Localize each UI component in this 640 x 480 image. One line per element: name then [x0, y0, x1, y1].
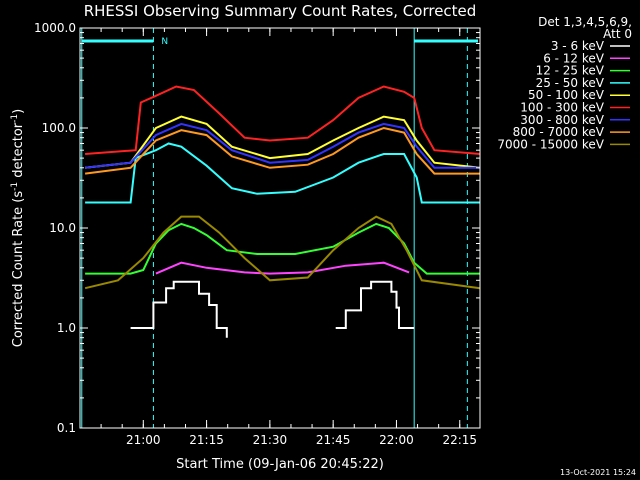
- y-axis-label-main: Corrected Count Rate (s: [11, 191, 26, 348]
- y-tick-label-2: 10.0: [49, 221, 76, 235]
- plot-frame: [79, 27, 481, 429]
- y-tick-label-3: 100.0: [42, 121, 76, 135]
- legend-label-3: 25 - 50 keV: [536, 76, 605, 90]
- legend-label-2: 12 - 25 keV: [536, 64, 605, 78]
- x-tick-label-4: 22:00: [379, 433, 414, 447]
- legend-label-5: 100 - 300 keV: [520, 101, 604, 115]
- x-axis: 21:00 21:15 21:30 21:45 22:00 22:15: [79, 28, 477, 447]
- series-line-3: [85, 222, 480, 275]
- y-axis-label-sup-1: -1: [10, 182, 20, 191]
- y-axis-label-mid: detector: [11, 122, 26, 182]
- series-line-6: [85, 85, 481, 155]
- legend-label-4: 50 - 100 keV: [528, 88, 605, 102]
- chart-title: RHESSI Observing Summary Count Rates, Co…: [84, 2, 477, 20]
- y-axis-label-end: ): [11, 109, 26, 114]
- series-line-9: [84, 215, 481, 290]
- legend-label-7: 800 - 7000 keV: [513, 125, 605, 139]
- y-tick-label-0: 0.1: [57, 421, 76, 435]
- x-tick-label-5: 22:15: [442, 433, 477, 447]
- reference-lines: [81, 28, 478, 428]
- legend-label-0: 3 - 6 keV: [551, 39, 605, 53]
- x-tick-label-3: 21:45: [316, 433, 351, 447]
- y-tick-label-4: 1000.0: [34, 21, 76, 35]
- series-line-4: [85, 142, 480, 204]
- series-line-5: [84, 115, 481, 169]
- series-group: [84, 85, 481, 338]
- x-tick-label-1: 21:15: [189, 433, 224, 447]
- x-tick-label-2: 21:30: [253, 433, 288, 447]
- legend-label-6: 300 - 800 keV: [520, 113, 604, 127]
- footer-timestamp: 13-Oct-2021 15:24: [560, 468, 636, 477]
- series-line-1: [335, 280, 415, 329]
- legend-header-line-1: Det 1,3,4,5,6,9,: [538, 15, 632, 29]
- x-tick-label-0: 21:00: [126, 433, 161, 447]
- y-axis-label: Corrected Count Rate (s-1 detector-1): [10, 109, 26, 347]
- series-line-2: [155, 261, 410, 275]
- y-tick-label-1: 1.0: [57, 321, 76, 335]
- series-line-7: [84, 122, 480, 169]
- legend-label-8: 7000 - 15000 keV: [497, 137, 604, 151]
- series-line-0: [130, 280, 228, 338]
- flag-label: N: [161, 37, 168, 47]
- x-axis-label: Start Time (09-Jan-06 20:45:22): [176, 457, 384, 472]
- series-line-8: [84, 126, 480, 175]
- legend-label-1: 6 - 12 keV: [543, 51, 605, 65]
- y-axis: 0.1 1.0 10.0 100.0 1000.0: [34, 21, 480, 435]
- y-axis-label-sup-2: -1: [10, 114, 20, 123]
- legend-header-line-2: Att 0: [603, 27, 632, 41]
